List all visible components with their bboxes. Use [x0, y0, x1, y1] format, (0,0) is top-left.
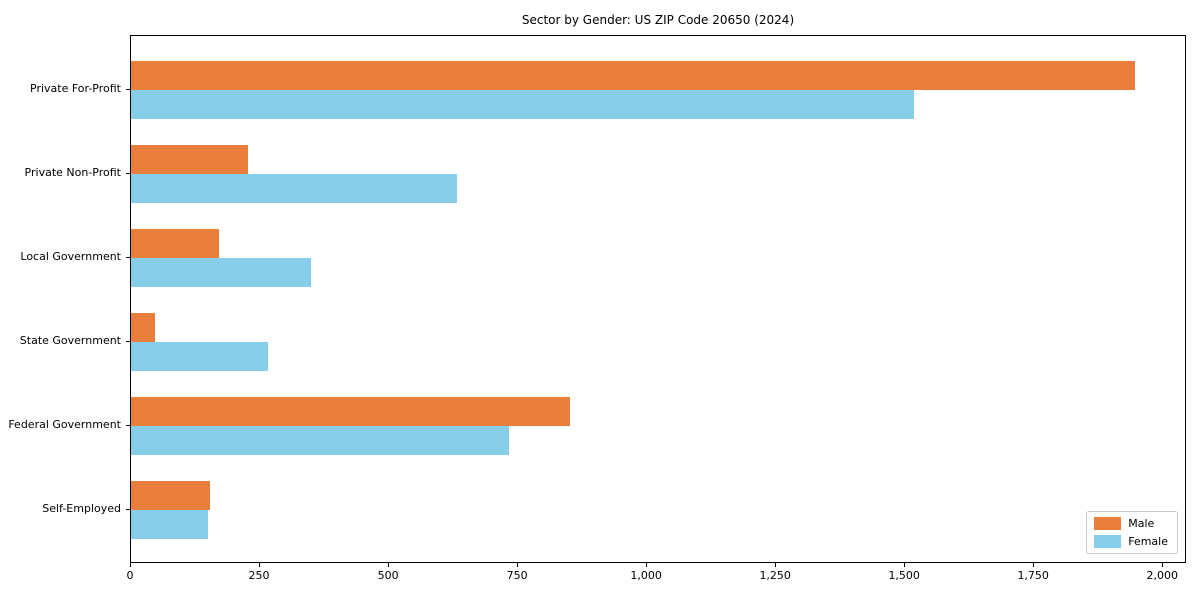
y-tick-label-private-non-profit: Private Non-Profit: [24, 165, 121, 179]
y-tick-mark: [126, 340, 130, 342]
x-tick-label-500: 500: [377, 569, 399, 582]
x-tick-label-2000: 2,000: [1146, 569, 1179, 582]
plot-area: Male Female: [130, 35, 1186, 563]
bar-male-private-non-profit: [131, 144, 248, 174]
x-tick-label-1000: 1,000: [630, 569, 662, 582]
x-tick-label-1250: 1,250: [759, 569, 791, 582]
bar-female-local-government: [131, 257, 311, 287]
x-tick-label-1750: 1,750: [1017, 569, 1049, 582]
bar-male-self-employed: [131, 480, 210, 510]
legend-swatch-male: [1094, 517, 1122, 530]
bar-female-self-employed: [131, 509, 209, 539]
bar-male-local-government: [131, 228, 219, 258]
bar-male-private-for-profit: [131, 60, 1135, 90]
bar-male-federal-government: [131, 396, 570, 426]
bar-female-federal-government: [131, 425, 510, 455]
legend-item-male: Male: [1094, 517, 1168, 530]
x-tick-mark: [517, 563, 519, 567]
x-tick-label-0: 0: [126, 569, 134, 582]
x-tick-mark: [388, 563, 390, 567]
chart-title: Sector by Gender: US ZIP Code 20650 (202…: [521, 13, 795, 27]
x-tick-mark: [904, 563, 906, 567]
y-tick-mark: [126, 256, 130, 258]
x-tick-label-750: 750: [506, 569, 528, 582]
legend: Male Female: [1086, 511, 1178, 554]
legend-label-female: Female: [1128, 535, 1168, 548]
y-tick-label-state-government: State Government: [19, 333, 121, 347]
x-tick-mark: [775, 563, 777, 567]
legend-item-female: Female: [1094, 535, 1168, 548]
legend-swatch-female: [1094, 535, 1122, 548]
y-tick-mark: [126, 172, 130, 174]
x-tick-mark: [1162, 563, 1164, 567]
bar-female-private-for-profit: [131, 89, 914, 119]
bar-female-private-non-profit: [131, 173, 457, 203]
y-tick-mark: [126, 88, 130, 90]
x-tick-mark: [259, 563, 260, 567]
x-tick-label-1500: 1,500: [888, 569, 920, 582]
y-tick-label-private-for-profit: Private For-Profit: [30, 81, 121, 95]
x-tick-mark: [646, 563, 648, 567]
x-tick-mark: [1033, 563, 1035, 567]
x-tick-label-250: 250: [248, 569, 270, 582]
bar-female-state-government: [131, 341, 269, 371]
x-tick-mark: [130, 563, 131, 567]
y-tick-label-local-government: Local Government: [20, 249, 121, 263]
bar-male-state-government: [131, 312, 156, 342]
y-tick-label-federal-government: Federal Government: [8, 417, 121, 431]
y-tick-label-self-employed: Self-Employed: [42, 501, 121, 515]
y-tick-mark: [126, 508, 130, 510]
y-tick-mark: [126, 424, 130, 426]
legend-label-male: Male: [1128, 517, 1155, 530]
